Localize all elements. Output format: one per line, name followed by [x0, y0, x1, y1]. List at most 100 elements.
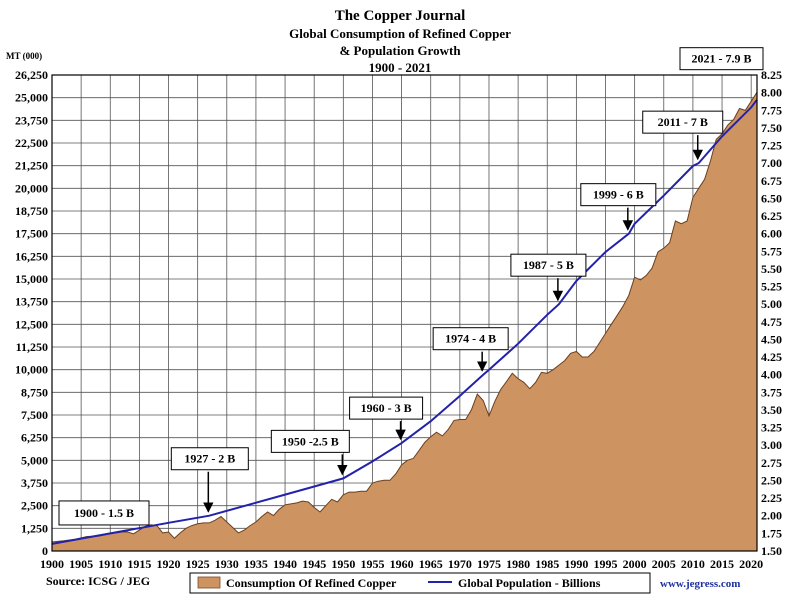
- x-tick-label: 1905: [69, 557, 93, 571]
- left-tick-label: 25,000: [15, 91, 48, 105]
- right-tick-label: 3.50: [761, 403, 782, 417]
- left-tick-label: 7,500: [21, 408, 48, 422]
- left-tick-label: 17,500: [15, 227, 48, 241]
- right-tick-label: 2.25: [761, 491, 782, 505]
- legend-swatch-copper: [197, 576, 221, 589]
- left-tick-label: 3,750: [21, 476, 48, 490]
- right-tick-label: 8.00: [761, 86, 782, 100]
- right-tick-label: 4.50: [761, 332, 782, 346]
- left-tick-label: 12,500: [15, 317, 48, 331]
- x-tick-label: 1960: [390, 557, 414, 571]
- right-tick-label: 8.25: [761, 68, 782, 82]
- right-tick-label: 1.75: [761, 526, 782, 540]
- x-tick-label: 1915: [127, 557, 151, 571]
- legend-label-population: Global Population - Billions: [458, 576, 601, 590]
- plot-frame: [51, 74, 758, 552]
- x-tick-label: 1985: [535, 557, 559, 571]
- callout-label: 2011 - 7 B: [658, 115, 708, 129]
- website-url: www.jegress.com: [660, 578, 740, 590]
- left-tick-label: 0: [42, 544, 48, 558]
- callout-box: [510, 253, 587, 277]
- right-tick-label: 4.00: [761, 368, 782, 382]
- right-tick-label: 7.25: [761, 139, 782, 153]
- left-tick-label: 16,250: [15, 249, 48, 263]
- x-tick-label: 1950: [331, 557, 355, 571]
- x-tick-label: 1935: [244, 557, 268, 571]
- right-tick-label: 3.75: [761, 385, 782, 399]
- callout-label: 1960 - 3 B: [361, 401, 412, 415]
- right-tick-label: 2.50: [761, 473, 782, 487]
- callout-box: [270, 429, 350, 453]
- x-tick-label: 1930: [215, 557, 239, 571]
- right-tick-label: 4.25: [761, 350, 782, 364]
- chart-subtitle-3: 1900 - 2021: [368, 60, 432, 75]
- x-tick-label: 2015: [710, 557, 734, 571]
- callout-label: 1999 - 6 B: [593, 188, 644, 202]
- x-tick-label: 1925: [186, 557, 210, 571]
- right-tick-label: 2.00: [761, 509, 782, 523]
- callout-label: 1987 - 5 B: [523, 258, 574, 272]
- x-tick-label: 2000: [623, 557, 647, 571]
- callout-1999: 1999 - 6 B: [580, 183, 657, 231]
- callout-box: [642, 110, 724, 134]
- right-tick-label: 1.50: [761, 544, 782, 558]
- x-tick-label: 1940: [273, 557, 297, 571]
- right-tick-label: 3.25: [761, 421, 782, 435]
- x-tick-label: 2005: [652, 557, 676, 571]
- chart-title: The Copper Journal: [334, 8, 466, 24]
- x-tick-label: 1955: [360, 557, 384, 571]
- right-tick-label: 3.00: [761, 438, 782, 452]
- callout-label: 1927 - 2 B: [184, 452, 235, 466]
- right-tick-label: 2.75: [761, 456, 782, 470]
- callout-label: 1900 - 1.5 B: [74, 506, 134, 520]
- left-tick-label: 15,000: [15, 272, 48, 286]
- x-tick-label: 1910: [98, 557, 122, 571]
- callout-1987: 1987 - 5 B: [510, 253, 587, 302]
- left-tick-label: 21,250: [15, 159, 48, 173]
- left-tick-label: 11,250: [16, 340, 48, 354]
- x-tick-label: 1900: [40, 557, 64, 571]
- source-note: Source: ICSG / JEG: [46, 574, 150, 588]
- x-tick-label: 1970: [448, 557, 472, 571]
- left-axis-unit: MT (000): [6, 51, 42, 61]
- callout-label: 1974 - 4 B: [445, 332, 496, 346]
- x-tick-label: 1920: [157, 557, 181, 571]
- callout-2021: 2021 - 7.9 B: [679, 47, 764, 71]
- x-tick-label: 1995: [594, 557, 618, 571]
- callout-box: [170, 447, 249, 471]
- copper-consumption-area: [51, 90, 758, 552]
- left-tick-label: 18,750: [15, 204, 48, 218]
- left-tick-label: 13,750: [15, 295, 48, 309]
- callout-1900: 1900 - 1.5 B: [58, 500, 150, 526]
- chart-subtitle-2: & Population Growth: [339, 43, 461, 58]
- left-tick-label: 10,000: [15, 363, 48, 377]
- legend-box: [189, 572, 651, 594]
- chart-title-block: The Copper Journal Global Consumption of…: [0, 8, 800, 76]
- x-tick-label: 2010: [681, 557, 705, 571]
- right-tick-label: 6.25: [761, 209, 782, 223]
- chart-subtitle-1: Global Consumption of Refined Copper: [289, 26, 511, 41]
- callout-2011: 2011 - 7 B: [642, 110, 724, 161]
- right-tick-label: 7.00: [761, 156, 782, 170]
- callout-box: [679, 47, 764, 71]
- callout-1974: 1974 - 4 B: [432, 327, 509, 372]
- legend-label-copper: Consumption Of Refined Copper: [226, 576, 397, 590]
- left-tick-label: 22,500: [15, 136, 48, 150]
- x-tick-label: 1945: [302, 557, 326, 571]
- right-tick-label: 5.50: [761, 262, 782, 276]
- right-tick-label: 7.50: [761, 121, 782, 135]
- callout-label: 2021 - 7.9 B: [692, 52, 752, 66]
- left-axis-ticks: 0 1,250 2,500 3,750 5,000 6,250 7,500 8,750 10,0…: [15, 68, 48, 558]
- right-tick-label: 5.00: [761, 297, 782, 311]
- callout-box: [432, 327, 509, 351]
- x-tick-label: 1980: [506, 557, 530, 571]
- x-tick-label: 2020: [739, 557, 763, 571]
- left-tick-label: 5,000: [21, 453, 48, 467]
- left-tick-label: 6,250: [21, 431, 48, 445]
- callout-1960: 1960 - 3 B: [349, 396, 424, 441]
- x-axis-ticks: 1900 1905 1910 1915 1920 1925 1930 1935 1940 1945…: [40, 557, 763, 571]
- right-tick-label: 6.50: [761, 191, 782, 205]
- left-tick-label: 8,750: [21, 385, 48, 399]
- left-tick-label: 26,250: [15, 68, 48, 82]
